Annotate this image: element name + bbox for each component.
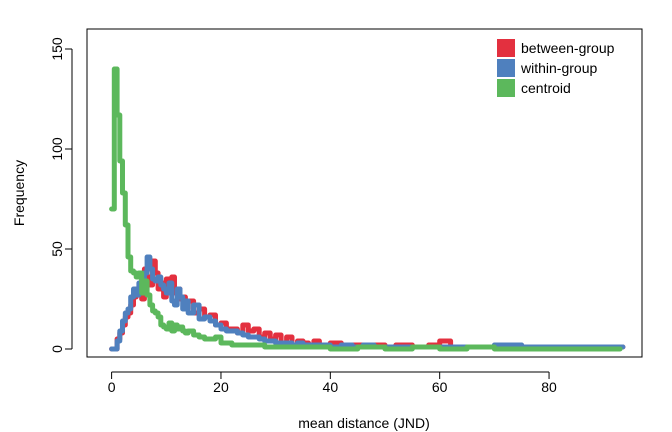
x-tick-label: 60 bbox=[432, 379, 448, 395]
x-tick-label: 0 bbox=[108, 379, 116, 395]
legend-swatch-between-group bbox=[497, 39, 515, 57]
legend-label: within-group bbox=[520, 60, 597, 76]
series-line-centroid bbox=[109, 66, 623, 352]
y-axis-title: Frequency bbox=[11, 160, 27, 226]
legend-label: centroid bbox=[521, 80, 571, 96]
legend: between-group within-group centroid bbox=[497, 39, 615, 97]
y-tick-label: 100 bbox=[49, 137, 65, 161]
legend-swatch-centroid bbox=[497, 79, 515, 97]
axis-layer: 0 20 40 60 80 0 50 100 150 bbox=[49, 37, 557, 395]
x-tick-label: 40 bbox=[323, 379, 339, 395]
x-tick-label: 20 bbox=[213, 379, 229, 395]
y-tick-label: 50 bbox=[49, 241, 65, 257]
x-tick-label: 80 bbox=[541, 379, 557, 395]
plot-frame bbox=[86, 28, 643, 358]
series-layer bbox=[109, 66, 626, 352]
legend-swatch-within-group bbox=[497, 59, 515, 77]
legend-label: between-group bbox=[521, 40, 615, 56]
x-axis-title: mean distance (JND) bbox=[298, 415, 430, 431]
y-tick-label: 0 bbox=[49, 345, 65, 353]
y-tick-label: 150 bbox=[49, 37, 65, 61]
